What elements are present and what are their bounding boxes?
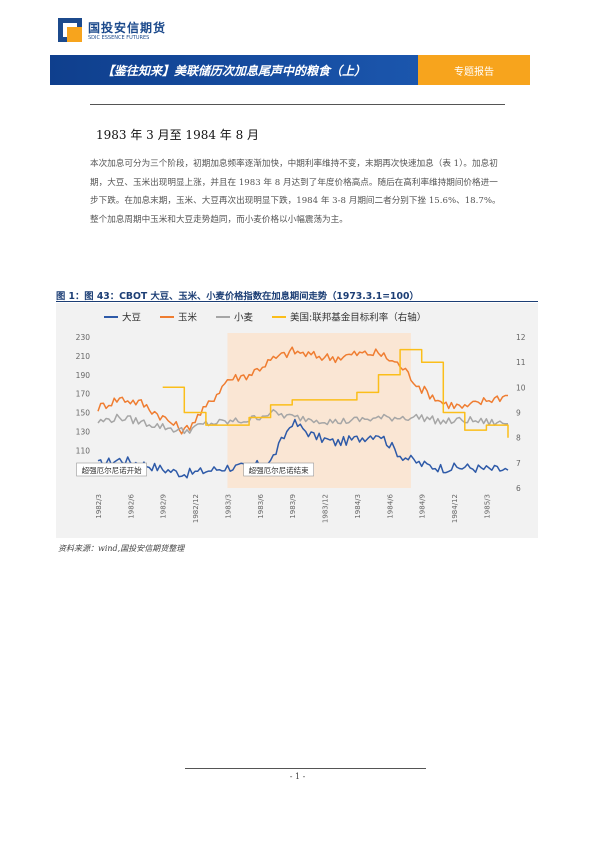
x-tick-label: 1982/12	[192, 494, 200, 523]
y-left-tick-label: 130	[76, 427, 91, 436]
x-tick-label: 1982/3	[95, 494, 103, 519]
legend-label: 美国:联邦基金目标利率（右轴）	[290, 312, 426, 324]
y-right-tick-label: 12	[516, 333, 526, 342]
price-index-chart: 9011013015017019021023067891011121982/31…	[56, 303, 538, 538]
report-category-tab: 专题报告	[418, 55, 530, 85]
report-title-banner: 【鉴往知来】美联储历次加息尾声中的粮食（上）	[50, 55, 418, 85]
x-tick-label: 1983/12	[322, 494, 330, 523]
y-right-tick-label: 6	[516, 484, 521, 493]
y-left-tick-label: 110	[76, 446, 91, 455]
figure-source: 资料来源：wind,国投安信期货整理	[58, 544, 185, 553]
logo-name-en: SDIC ESSENCE FUTURES	[88, 35, 150, 41]
annotation-box	[243, 462, 314, 477]
x-tick-label: 1984/6	[386, 493, 394, 518]
footer-divider	[185, 768, 426, 769]
logo-name-cn: 国投安信期货	[88, 21, 167, 35]
series-line-3	[97, 408, 508, 435]
y-right-tick-label: 11	[516, 358, 526, 367]
company-logo: 国投安信期货 SDIC ESSENCE FUTURES	[58, 18, 188, 48]
page-number: - 1 -	[289, 772, 306, 781]
series-line-1	[97, 418, 509, 479]
y-left-tick-label: 150	[76, 409, 91, 418]
legend-label: 大豆	[122, 312, 141, 324]
x-tick-label: 1982/9	[160, 494, 168, 519]
x-tick-label: 1985/3	[483, 494, 491, 519]
x-tick-label: 1983/6	[257, 493, 265, 518]
x-tick-label: 1982/6	[127, 493, 135, 518]
x-tick-label: 1984/3	[354, 494, 362, 519]
y-left-tick-label: 170	[76, 390, 91, 399]
logo-mark-icon	[58, 18, 82, 42]
annotation-box	[76, 462, 147, 477]
y-left-tick-label: 230	[76, 333, 91, 342]
section-paragraph: 本次加息可分为三个阶段，初期加息频率逐渐加快，中期利率维持不变，末期再次快速加息…	[90, 159, 501, 225]
series-line-4	[162, 348, 509, 438]
annotation-label: 超强厄尔尼诺开始	[82, 465, 142, 475]
report-title: 【鉴往知来】美联储历次加息尾声中的粮食（上）	[101, 64, 366, 78]
y-right-tick-label: 8	[516, 434, 521, 443]
x-tick-label: 1983/3	[224, 494, 232, 519]
legend-label: 玉米	[178, 312, 198, 324]
x-tick-label: 1984/12	[451, 494, 459, 523]
y-left-tick-label: 190	[76, 371, 91, 380]
y-right-tick-label: 10	[516, 383, 526, 392]
series-line-2	[97, 346, 508, 435]
header-divider	[90, 104, 505, 105]
annotation-label: 超强厄尔尼诺结束	[249, 465, 309, 475]
y-right-tick-label: 7	[516, 459, 521, 468]
x-tick-label: 1983/9	[289, 494, 297, 519]
legend-label: 小麦	[234, 312, 254, 324]
figure-divider	[56, 301, 538, 302]
report-category-label: 专题报告	[454, 67, 494, 78]
y-left-tick-label: 210	[76, 352, 91, 361]
y-right-tick-label: 9	[516, 409, 521, 418]
section-heading: 1983 年 3 月至 1984 年 8 月	[96, 128, 260, 142]
figure-title: 图 1：图 43：CBOT 大豆、玉米、小麦价格指数在加息期间走势（1973.3…	[56, 291, 419, 302]
x-tick-label: 1984/9	[419, 494, 427, 519]
